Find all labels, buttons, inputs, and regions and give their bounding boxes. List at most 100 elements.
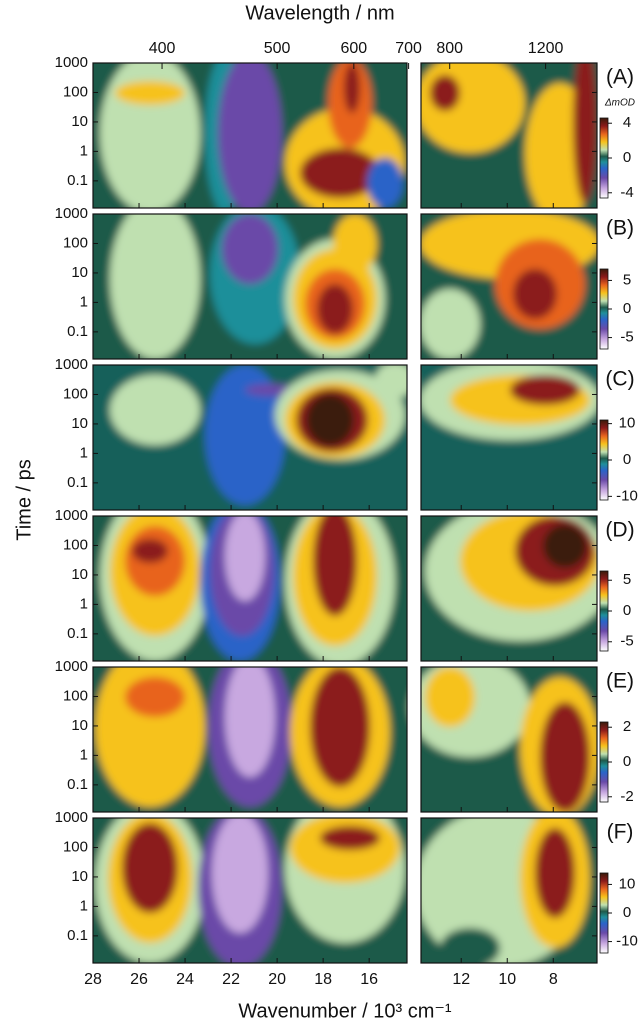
y-tick-label: 1 (80, 897, 88, 914)
panel-label: (B) (606, 217, 634, 240)
contour-map (93, 818, 597, 963)
x-tick-label: 8 (549, 971, 558, 988)
y-tick-label: 1000 (55, 356, 88, 373)
y-tick-label: 10 (71, 113, 88, 130)
colorbar-tick-label: 2 (623, 718, 631, 735)
axis-break (407, 62, 421, 209)
colorbar (599, 117, 609, 199)
colorbar (599, 721, 609, 803)
colorbar-tick-label: 10 (619, 875, 636, 892)
y-tick-label: 10 (71, 415, 88, 432)
y-tick-label: 100 (63, 385, 88, 402)
colorbar-tick-label: -5 (620, 329, 633, 346)
x-tick-label: 10 (498, 971, 516, 988)
x-tick-label: 28 (84, 971, 102, 988)
y-tick-label: 1000 (55, 658, 88, 675)
x2-tick-label: 700 (395, 40, 422, 57)
plot-frame (92, 666, 408, 813)
plot-frame (420, 213, 598, 360)
colorbar-tick-label: 0 (623, 602, 631, 619)
colorbar-title: ΔmOD (604, 98, 635, 109)
y-tick-label: 0.1 (67, 776, 88, 793)
x-axis-title: Wavenumber / 10³ cm⁻¹ (238, 1000, 452, 1022)
colorbar (599, 268, 609, 350)
panel-label: (F) (607, 821, 634, 844)
y-tick-label: 1000 (55, 205, 88, 222)
x-tick-label: 16 (360, 971, 378, 988)
axis-break (407, 817, 421, 964)
colorbar-tick-label: 4 (623, 114, 631, 131)
x2-tick-label: 800 (436, 40, 463, 57)
plot-frame (92, 62, 408, 209)
y-tick-label: 100 (63, 234, 88, 251)
y-tick-label: 0.1 (67, 172, 88, 189)
y-tick-label: 1 (80, 444, 88, 461)
axis-break (407, 515, 421, 662)
plot-frame (92, 515, 408, 662)
y-tick-label: 10 (71, 264, 88, 281)
x2-tick-label: 500 (264, 40, 291, 57)
y-tick-label: 10 (71, 868, 88, 885)
y-tick-label: 1000 (55, 809, 88, 826)
y-tick-label: 10 (71, 566, 88, 583)
x2-tick-label: 400 (149, 40, 176, 57)
y-tick-label: 10 (71, 717, 88, 734)
colorbar (599, 872, 609, 954)
y-tick-label: 0.1 (67, 474, 88, 491)
y-tick-label: 0.1 (67, 323, 88, 340)
plot-frame (92, 213, 408, 360)
plot-frame (420, 515, 598, 662)
plot-frame (92, 364, 408, 511)
y-axis-title: Time / ps (13, 459, 35, 541)
x-tick-label: 20 (268, 971, 286, 988)
top-axis-title: Wavelength / nm (245, 2, 394, 24)
colorbar (599, 570, 609, 652)
panel-label: (A) (606, 66, 634, 89)
axis-break (407, 213, 421, 360)
y-tick-label: 100 (63, 83, 88, 100)
y-tick-label: 1000 (55, 507, 88, 524)
y-tick-label: 0.1 (67, 927, 88, 944)
colorbar-tick-label: 0 (623, 451, 631, 468)
contour-map (93, 63, 597, 208)
colorbar-tick-label: -4 (620, 184, 633, 201)
colorbar-tick-label: -5 (620, 633, 633, 650)
x-tick-label: 26 (130, 971, 148, 988)
plot-frame (420, 364, 598, 511)
panel-label: (D) (605, 519, 634, 542)
colorbar-tick-label: 0 (623, 300, 631, 317)
y-tick-label: 1000 (55, 54, 88, 71)
axis-break (407, 364, 421, 511)
contour-map (93, 667, 597, 812)
colorbar-tick-label: 0 (623, 753, 631, 770)
x-tick-label: 22 (222, 971, 240, 988)
y-tick-label: 100 (63, 838, 88, 855)
colorbar (599, 419, 609, 501)
plot-frame (92, 817, 408, 964)
y-tick-label: 100 (63, 687, 88, 704)
y-tick-label: 1 (80, 595, 88, 612)
plot-frame (420, 817, 598, 964)
contour-map (93, 365, 597, 510)
plot-frame (420, 666, 598, 813)
colorbar-tick-label: -2 (620, 788, 633, 805)
colorbar-tick-label: 5 (623, 271, 631, 288)
plot-frame (420, 62, 598, 209)
y-tick-label: 1 (80, 293, 88, 310)
contour-map (93, 516, 597, 661)
x-tick-label: 24 (176, 971, 194, 988)
axis-break (407, 666, 421, 813)
y-tick-label: 0.1 (67, 625, 88, 642)
y-tick-label: 1 (80, 746, 88, 763)
colorbar-tick-label: 5 (623, 571, 631, 588)
colorbar-tick-label: 10 (619, 415, 636, 432)
colorbar-tick-label: 0 (623, 904, 631, 921)
y-tick-label: 1 (80, 142, 88, 159)
colorbar-tick-label: -10 (616, 487, 638, 504)
panel-label: (C) (605, 368, 634, 391)
y-tick-label: 100 (63, 536, 88, 553)
panel-label: (E) (606, 670, 634, 693)
colorbar-tick-label: -10 (616, 933, 638, 950)
x-tick-label: 12 (452, 971, 470, 988)
